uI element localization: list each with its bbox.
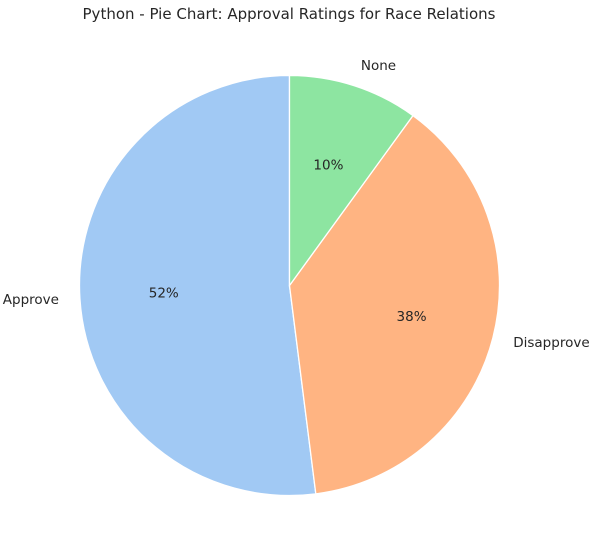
pie-slice-disapprove: [288, 114, 501, 495]
percent-label-none: 10%: [313, 158, 343, 174]
slice-label-none: None: [361, 58, 396, 74]
chart-title: Python - Pie Chart: Approval Ratings for…: [83, 5, 496, 23]
pie-slices: [78, 74, 501, 497]
slice-label-approve: Approve: [3, 292, 59, 308]
slice-label-disapprove: Disapprove: [513, 335, 589, 351]
percent-label-approve: 52%: [149, 285, 179, 301]
pie-slice-none: [288, 74, 414, 288]
pie-labels: Approve 52% Disapprove 38% None 10%: [3, 58, 590, 351]
pie-slice-approve: [78, 74, 317, 497]
percent-label-disapprove: 38%: [397, 309, 427, 325]
